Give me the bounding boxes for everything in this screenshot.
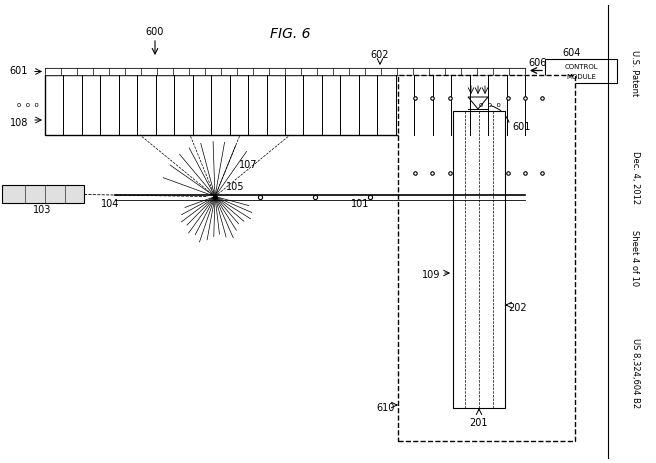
Text: 201: 201: [470, 418, 488, 428]
Text: 601: 601: [10, 67, 28, 76]
Bar: [189, 68, 205, 75]
Text: US 8,324,604 B2: US 8,324,604 B2: [630, 338, 640, 408]
Text: 202: 202: [508, 303, 527, 313]
Bar: [157, 68, 173, 75]
Bar: [221, 68, 237, 75]
Bar: [45, 75, 525, 135]
Bar: [301, 68, 317, 75]
Bar: [398, 75, 575, 441]
Bar: [141, 68, 157, 75]
Text: 109: 109: [422, 270, 440, 280]
Text: MODULE: MODULE: [566, 74, 596, 80]
Text: Sheet 4 of 10: Sheet 4 of 10: [630, 230, 640, 286]
Bar: [445, 68, 461, 75]
Bar: [461, 68, 477, 75]
Text: 101: 101: [351, 199, 369, 209]
Bar: [93, 68, 109, 75]
Bar: [493, 68, 509, 75]
Text: 601: 601: [512, 122, 530, 132]
Text: 606: 606: [529, 58, 547, 68]
Bar: [205, 68, 221, 75]
Bar: [77, 68, 93, 75]
Bar: [545, 59, 617, 83]
Text: 604: 604: [563, 48, 581, 58]
Text: 602: 602: [371, 50, 389, 60]
Text: 610: 610: [377, 403, 395, 413]
Bar: [45, 68, 61, 75]
Bar: [429, 68, 445, 75]
Bar: [349, 68, 365, 75]
Bar: [477, 68, 493, 75]
Text: 103: 103: [33, 205, 51, 215]
Text: U.S. Patent: U.S. Patent: [630, 50, 640, 96]
Bar: [237, 68, 253, 75]
Bar: [453, 111, 505, 408]
Bar: [381, 68, 397, 75]
Bar: [397, 68, 413, 75]
Bar: [2, 185, 84, 203]
Bar: [317, 68, 333, 75]
Text: o  o  o: o o o: [479, 102, 501, 108]
Bar: [109, 68, 125, 75]
Text: o  o  o: o o o: [17, 102, 39, 108]
Bar: [509, 68, 525, 75]
FancyArrowPatch shape: [491, 106, 509, 122]
Polygon shape: [468, 97, 488, 109]
Polygon shape: [45, 68, 525, 73]
Text: Dec. 4, 2012: Dec. 4, 2012: [630, 151, 640, 205]
Bar: [413, 68, 429, 75]
Text: 107: 107: [239, 160, 257, 170]
Text: 600: 600: [146, 27, 164, 37]
Text: FIG. 6: FIG. 6: [270, 27, 310, 41]
Text: 105: 105: [226, 182, 244, 192]
Bar: [269, 68, 285, 75]
Bar: [173, 68, 189, 75]
Bar: [253, 68, 269, 75]
Bar: [125, 68, 141, 75]
Bar: [365, 68, 381, 75]
Text: CONTROL: CONTROL: [564, 64, 598, 70]
Text: 104: 104: [101, 199, 119, 209]
Bar: [333, 68, 349, 75]
Text: 108: 108: [10, 118, 28, 128]
Bar: [285, 68, 301, 75]
Bar: [61, 68, 77, 75]
